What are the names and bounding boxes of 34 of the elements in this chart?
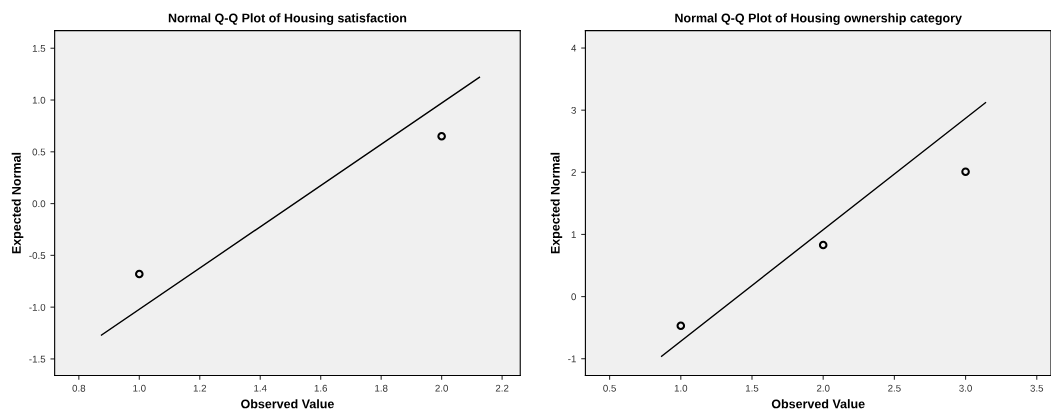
x-tick-label: 2.0 (816, 384, 830, 392)
y-tick-label: 0 (571, 293, 576, 301)
x-tick-label: 3.5 (1030, 384, 1044, 392)
chart-title: Normal Q-Q Plot of Housing satisfaction (168, 13, 407, 25)
y-tick-label: 0.5 (32, 148, 46, 156)
x-tick-label: 0.8 (72, 384, 86, 392)
x-tick-label: 1.5 (745, 384, 759, 392)
y-tick-label: 2 (571, 169, 576, 176)
chart-title: Normal Q-Q Plot of Housing ownership category (675, 13, 962, 25)
y-tick-label: -0.5 (29, 252, 46, 259)
y-tick-label: -1 (568, 355, 576, 363)
y-axis-title: Expected Normal (550, 152, 563, 254)
x-tick-label: 2.2 (495, 384, 509, 392)
y-tick-label: 0.0 (32, 200, 46, 208)
x-tick-label: 2.5 (888, 384, 901, 392)
x-tick-label: 2.0 (435, 384, 449, 392)
x-tick-label: 1.0 (133, 384, 146, 392)
x-tick-label: 0.5 (603, 384, 616, 392)
y-axis-title: Expected Normal (11, 152, 24, 254)
y-tick-label: 1.0 (32, 96, 46, 104)
y-tick-label: 4 (571, 44, 577, 52)
x-tick-label: 3.0 (959, 384, 972, 392)
y-tick-label: 1.5 (32, 45, 46, 52)
x-tick-label: 1.8 (375, 384, 388, 392)
x-tick-label: 1.4 (254, 384, 267, 392)
y-tick-label: -1.5 (29, 355, 46, 363)
x-tick-label: 1.6 (314, 384, 328, 392)
y-tick-label: 3 (571, 106, 576, 114)
x-axis-title: Observed Value (241, 399, 334, 409)
x-axis-title: Observed Value (771, 399, 865, 409)
x-tick-label: 1.0 (674, 384, 688, 392)
x-tick-label: 1.2 (193, 384, 207, 392)
y-tick-label: -1.0 (29, 303, 46, 311)
y-tick-label: 1 (571, 231, 576, 238)
